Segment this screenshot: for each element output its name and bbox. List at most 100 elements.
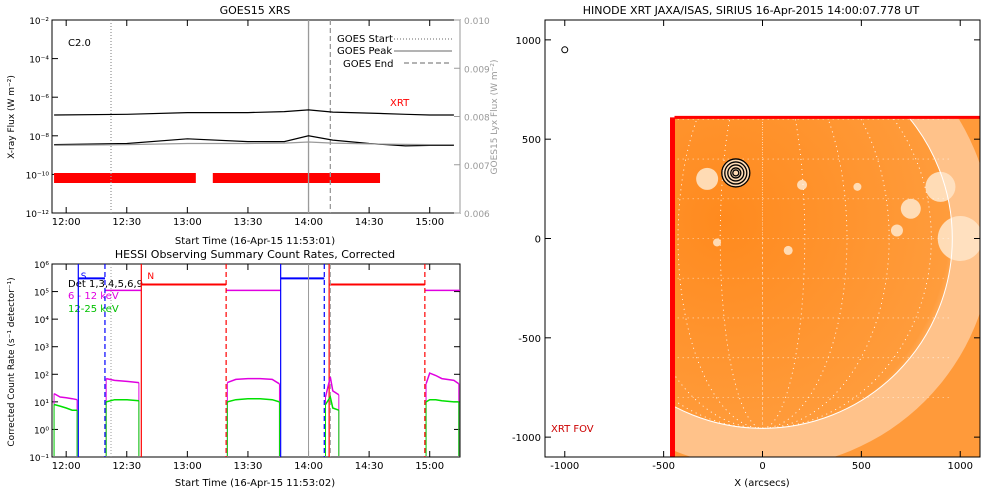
goes-right-axis-label: GOES15 Lyx Flux (W m⁻²) — [490, 60, 500, 175]
hessi-series-segment — [227, 397, 280, 403]
goes-y2-tick-label: 0.007 — [464, 162, 490, 172]
hessi-plot-area: 12:00 12:30 13:00 13:30 14:00 14:30 15:00 10⁻¹ 1… — [29, 261, 461, 472]
bright-region — [890, 224, 903, 237]
goes-series-lyx — [54, 141, 454, 146]
hessi-flag-label: S — [81, 272, 87, 282]
hessi-x-tick-label: 12:30 — [112, 461, 141, 472]
hessi-flag-label: N — [147, 272, 154, 282]
hessi-y-tick-label: 10¹ — [34, 399, 49, 409]
hessi-series-segment — [425, 398, 459, 403]
xrt-x-tick-label: -1000 — [550, 461, 579, 472]
hessi-x-tick-label: 14:30 — [355, 461, 384, 472]
hessi-y-tick-label: 10⁰ — [34, 426, 49, 436]
legend-goes-peak: GOES Peak — [337, 46, 392, 57]
goes-y2-tick-label: 0.009 — [464, 65, 490, 75]
bright-region — [721, 158, 750, 187]
hessi-x-tick-label: 13:00 — [173, 461, 202, 472]
goes-series-short — [54, 135, 454, 147]
hessi-y-tick-label: 10⁴ — [34, 316, 49, 326]
flare-location-marker — [561, 46, 569, 54]
goes-frame — [51, 19, 461, 214]
solar-limb — [674, 117, 953, 429]
goes-xrt-label: XRT — [390, 98, 410, 109]
goes-class-annotation: C2.0 — [68, 38, 91, 49]
hessi-x-tick-label: 15:00 — [415, 461, 444, 472]
xrt-title: HINODE XRT JAXA/ISAS, SIRIUS 16-Apr-2015… — [583, 4, 920, 17]
hessi-frame — [51, 263, 461, 458]
hessi-series-segment — [324, 395, 340, 411]
hessi-y-tick-label: 10⁵ — [34, 289, 49, 299]
goes-x-tick-label: 12:30 — [112, 217, 141, 228]
hessi-series-segment — [324, 376, 340, 398]
hessi-series-segment — [53, 392, 78, 401]
hessi-x-tick-label: 14:00 — [294, 461, 323, 472]
goes-y-tick-label: 10⁻¹⁰ — [26, 171, 50, 181]
hessi-y-tick-label: 10⁻¹ — [29, 454, 49, 464]
hessi-y-axis-label: Corrected Count Rate (s⁻¹ detector⁻¹) — [7, 277, 17, 446]
xrt-x-tick-label: 0 — [759, 461, 765, 472]
xrt-image-area: -1000 -500 0 500 1000 -1000 -500 0 500 1000 — [512, 19, 981, 472]
xrt-x-axis-label: X (arcsecs) — [734, 478, 790, 489]
xrt-x-tick-label: 500 — [852, 461, 871, 472]
goes-y2-tick-label: 0.010 — [464, 17, 490, 27]
hessi-series-segment — [106, 377, 139, 384]
goes-y-tick-label: 10⁻¹² — [26, 210, 50, 220]
hessi-x-tick-label: 12:00 — [52, 461, 81, 472]
xrt-panel: HINODE XRT JAXA/ISAS, SIRIUS 16-Apr-2015… — [512, 4, 981, 489]
hessi-x-tick-label: 13:30 — [234, 461, 263, 472]
legend-goes-start: GOES Start — [337, 34, 393, 45]
goes-title: GOES15 XRS — [220, 4, 291, 17]
flare-contour — [732, 169, 740, 177]
longitude-line — [674, 117, 932, 429]
xrt-coverage-bar — [54, 173, 196, 183]
goes-x-tick-label: 13:30 — [234, 217, 263, 228]
hessi-y-tick-label: 10³ — [34, 344, 49, 354]
hessi-series-segment — [106, 398, 139, 403]
hessi-x-axis-label: Start Time (16-Apr-15 11:53:02) — [175, 478, 335, 489]
goes-y2-tick-label: 0.008 — [464, 114, 490, 124]
solar-disk — [674, 117, 953, 429]
xrt-coverage-bar — [212, 173, 381, 183]
goes-x-axis-label: Start Time (16-Apr-15 11:53:01) — [175, 236, 335, 247]
hessi-y-tick-label: 10² — [34, 371, 49, 381]
bright-region — [853, 182, 862, 191]
goes-y-tick-label: 10⁻² — [29, 17, 49, 27]
goes-y-tick-label: 10⁻⁸ — [29, 133, 49, 143]
goes-series-long — [54, 109, 454, 116]
xrt-y-tick-label: -500 — [518, 334, 541, 345]
goes-panel: GOES15 XRS Start Time (16-Apr-15 11:53:0… — [7, 4, 500, 247]
xrt-image — [674, 117, 980, 457]
xrt-x-tick-label: -500 — [652, 461, 675, 472]
bright-region — [900, 198, 921, 219]
legend-6-12kev: 6 - 12 keV — [68, 291, 119, 302]
bright-region — [937, 216, 980, 261]
goes-x-tick-label: 15:00 — [415, 217, 444, 228]
bright-region — [696, 167, 719, 190]
hessi-series-segment — [425, 372, 460, 385]
hessi-series-segment — [227, 377, 280, 385]
goes-x-tick-label: 13:00 — [173, 217, 202, 228]
xrt-fov-label: XRT FOV — [551, 424, 594, 435]
goes-y-axis-label: X-ray Flux (W m⁻²) — [7, 75, 17, 159]
hessi-y-tick-label: 10⁶ — [34, 261, 49, 271]
bright-region — [797, 179, 808, 190]
bright-region — [925, 171, 956, 202]
flare-contour — [721, 158, 751, 188]
xrt-y-tick-label: -1000 — [512, 433, 541, 444]
goes-x-tick-label: 14:30 — [355, 217, 384, 228]
legend-12-25kev: 12-25 keV — [68, 304, 119, 315]
xrt-x-tick-label: 1000 — [948, 461, 973, 472]
legend-goes-end: GOES End — [343, 59, 393, 70]
goes-x-tick-label: 14:00 — [294, 217, 323, 228]
xrt-y-tick-label: 0 — [535, 235, 541, 246]
hessi-panel: HESSI Observing Summary Count Rates, Cor… — [7, 248, 461, 489]
hessi-series-segment — [53, 403, 78, 411]
goes-legend: GOES Start GOES Peak GOES End — [337, 34, 452, 70]
xrt-y-tick-label: 1000 — [516, 36, 541, 47]
goes-y-tick-label: 10⁻⁶ — [29, 94, 49, 104]
flare-contour — [730, 167, 742, 179]
goes-y-tick-label: 10⁻⁴ — [29, 56, 49, 66]
hessi-title: HESSI Observing Summary Count Rates, Cor… — [115, 248, 395, 261]
xrt-y-tick-label: 500 — [522, 135, 541, 146]
